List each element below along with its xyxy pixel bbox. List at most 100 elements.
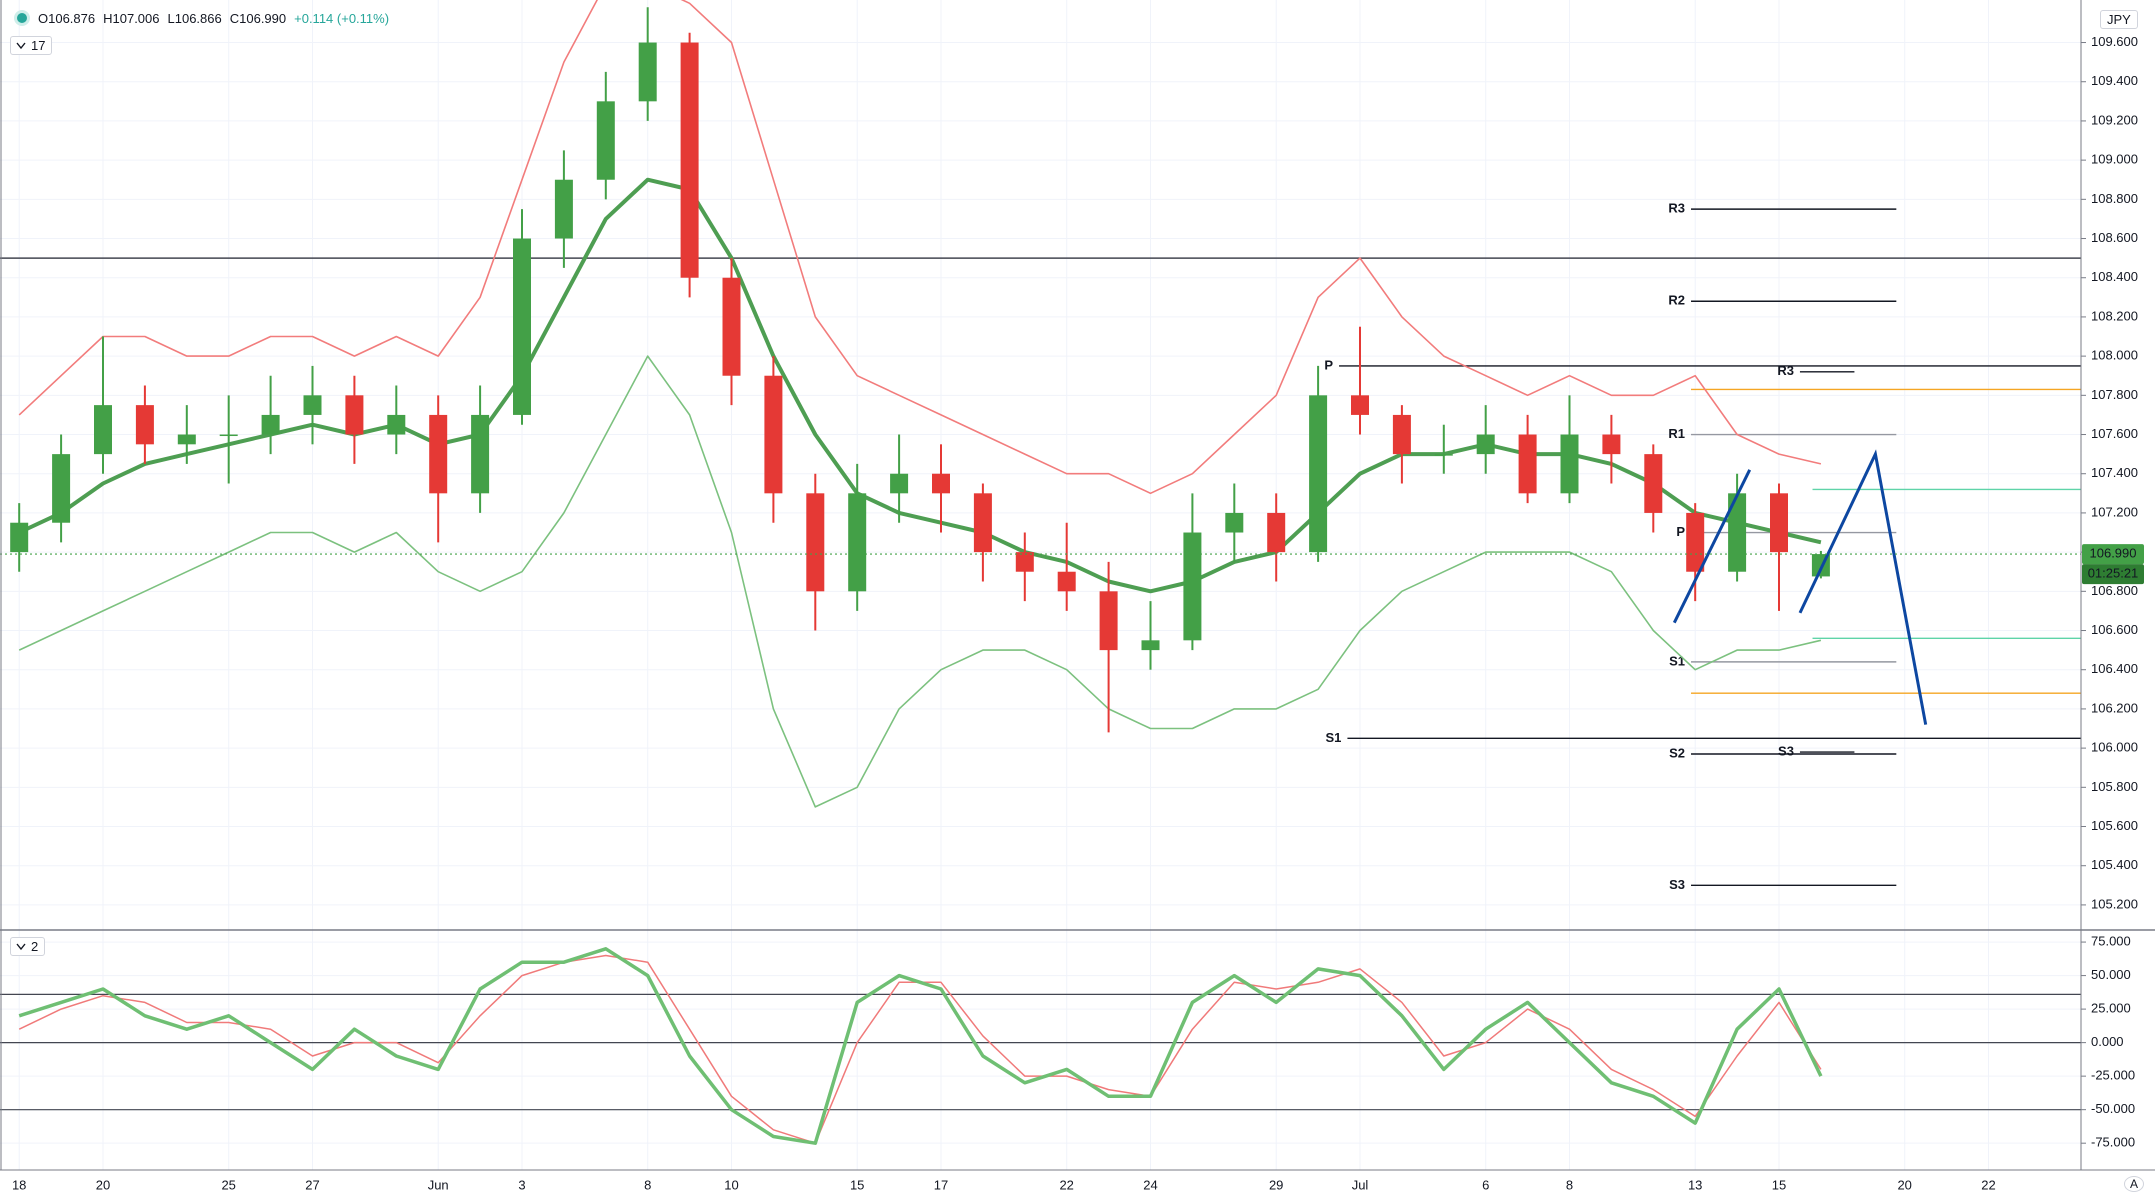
x-tick-label: 18 [12,1177,26,1192]
osc-indicators-count: 2 [31,939,39,954]
candle-body [1518,434,1537,494]
countdown-box [2082,564,2144,585]
candle-body [52,454,71,523]
candle-body [1434,454,1453,456]
series-line [18,355,1822,808]
candle-body [135,405,154,445]
ohlc-low: L106.866 [167,10,222,26]
x-tick-label: Jul [1352,1177,1369,1192]
candle-body [638,42,657,102]
candle-body [848,493,867,592]
x-tick-label: 10 [724,1177,738,1192]
y-tick-label: 108.800 [2091,191,2138,206]
x-tick-label: 13 [1688,1177,1702,1192]
candle-body [806,493,825,592]
candle-body [471,414,490,494]
candle-body [261,414,280,435]
countdown-label: 01:25:21 [2088,566,2139,581]
pivot-label: P [1676,524,1685,539]
y-tick-label: 106.200 [2091,700,2138,715]
candle-body [1392,414,1411,455]
candle-body [596,101,615,180]
y-tick-label: -25.000 [2091,1068,2135,1083]
x-tick-label: 20 [1897,1177,1911,1192]
pivot-label: R3 [1777,363,1794,378]
pivot-label: S1 [1669,653,1685,668]
symbol-status [14,10,30,26]
candle-body [1309,395,1328,553]
y-tick-label: 109.600 [2091,34,2138,49]
candle-body [1015,552,1034,572]
y-tick-label: 108.200 [2091,308,2138,323]
indicators-count: 17 [31,38,46,53]
auto-scale[interactable]: A [2124,1176,2145,1192]
pivot-label: S2 [1669,745,1685,760]
candle-body [1686,512,1705,572]
x-tick-label: 8 [644,1177,651,1192]
ohlc-high: H107.006 [103,10,160,26]
legend-header: O106.876 H107.006 L106.866 C106.990 +0.1… [14,10,389,26]
x-tick-label: 29 [1269,1177,1283,1192]
x-tick-label: 17 [934,1177,948,1192]
y-tick-label: 109.000 [2091,152,2138,167]
y-tick-label: 105.200 [2091,896,2138,911]
candle-body [1267,512,1286,553]
candle-body [1099,591,1118,651]
forecast-line [1798,449,1928,725]
pivot-label: S3 [1669,877,1685,892]
osc-indicators-toggle[interactable]: 2 [10,937,46,956]
forecast-line [1672,469,1752,624]
indicators-toggle[interactable]: 17 [10,36,53,55]
series-line [18,947,1823,1145]
auto-scale-label: A [2130,1177,2139,1191]
currency-label: JPY [2107,12,2131,27]
ohlc-open: O106.876 [38,10,96,26]
x-tick-label: 15 [850,1177,864,1192]
candle-body [932,473,950,494]
candle-body [345,395,364,435]
candle-body [680,42,699,278]
candle-body [1770,493,1788,553]
y-tick-label: 105.400 [2091,857,2138,872]
pivot-label: S3 [1778,743,1794,758]
x-tick-label: 22 [1981,1177,1995,1192]
candle-body [554,179,573,239]
y-tick-label: 109.200 [2091,112,2138,127]
y-tick-label: 0.000 [2091,1034,2124,1049]
currency[interactable]: JPY [2100,10,2138,29]
candle-body [1560,434,1579,494]
y-tick-label: 106.600 [2091,622,2138,637]
candle-body [1225,512,1244,533]
y-tick-label: 107.400 [2091,465,2138,480]
candle-body [1644,454,1663,513]
chevron [16,943,26,951]
x-tick-label: 27 [305,1177,319,1192]
y-tick-label: 105.600 [2091,818,2138,833]
candle-body [1351,395,1369,415]
y-tick-label: -50.000 [2091,1101,2135,1116]
candle-body [94,405,112,455]
candle-body [890,473,909,494]
y-tick-label: 105.800 [2091,779,2138,794]
candle-body [303,395,322,415]
pivot-label: P [1324,357,1333,372]
x-tick-label: 25 [221,1177,235,1192]
pivot-label: R1 [1668,426,1685,441]
y-tick-label: 106.400 [2091,661,2138,676]
x-tick-label: 22 [1059,1177,1073,1192]
candle-body [1057,571,1076,592]
y-tick-label: 50.000 [2091,967,2131,982]
y-tick-label: 107.200 [2091,504,2138,519]
candle-body [177,434,196,445]
y-tick-label: 107.600 [2091,426,2138,441]
candle-body [1728,493,1747,572]
candle-body [1183,532,1202,641]
series-line [18,0,1822,495]
y-tick-label: 107.800 [2091,387,2138,402]
y-tick-label: -75.000 [2091,1135,2135,1150]
candle-body [1602,434,1621,455]
chevron [16,42,26,50]
pivot-label: S1 [1326,730,1342,745]
pivot-label: R2 [1668,293,1685,308]
